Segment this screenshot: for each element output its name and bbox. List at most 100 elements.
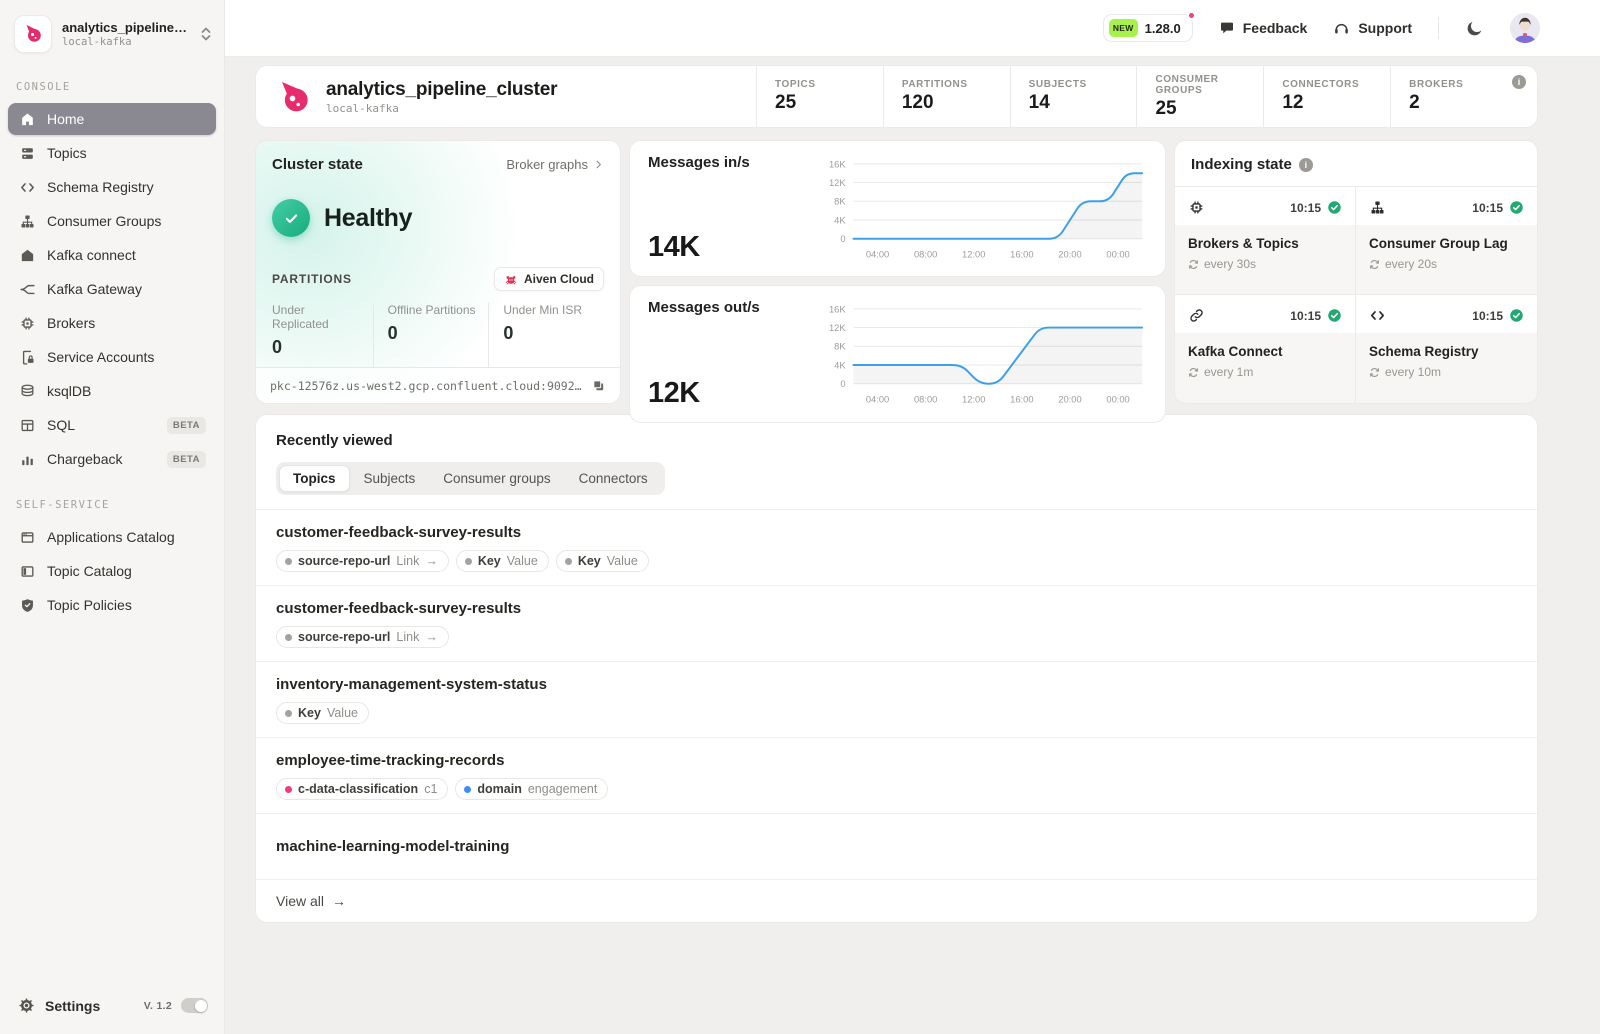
sidebar-item-topic-catalog[interactable]: Topic Catalog bbox=[8, 555, 216, 587]
beta-badge: BETA bbox=[166, 416, 206, 434]
bootstrap-url[interactable]: pkc-12576z.us-west2.gcp.confluent.cloud:… bbox=[270, 378, 583, 393]
messages-in-plot: 16K 12K 8K 4K 0 04:00 08:00 12:00 16:00 20:00 00:0… bbox=[820, 154, 1151, 268]
svg-text:08:00: 08:00 bbox=[914, 249, 937, 259]
stat-offline-partitions: Offline Partitions 0 bbox=[372, 303, 489, 367]
beta-badge: BETA bbox=[166, 450, 206, 468]
chip-icon bbox=[18, 314, 36, 332]
svg-text:16:00: 16:00 bbox=[1010, 249, 1033, 259]
status-ok-icon bbox=[1328, 309, 1341, 322]
tag-badge[interactable]: source-repo-url Link → bbox=[276, 550, 449, 572]
messages-out-chart-card: Messages out/s 12K 16K 12K 8K 4K 0 04:00 08:00… bbox=[629, 285, 1166, 423]
topic-row[interactable]: employee-time-tracking-records c-data-cl… bbox=[256, 737, 1537, 813]
topic-row[interactable]: customer-feedback-survey-results source-… bbox=[256, 509, 1537, 585]
workspace-env: local-kafka bbox=[62, 36, 132, 48]
sitemap-icon bbox=[1369, 199, 1386, 216]
new-badge: NEW bbox=[1108, 19, 1138, 37]
refresh-icon bbox=[1189, 367, 1198, 377]
view-all-link[interactable]: View all → bbox=[256, 879, 1537, 922]
stat-connectors: CONNECTORS 12 bbox=[1263, 66, 1390, 127]
refresh-icon bbox=[1370, 259, 1379, 269]
cluster-logo bbox=[282, 81, 308, 111]
topic-row[interactable]: customer-feedback-survey-results source-… bbox=[256, 585, 1537, 661]
chart-title: Messages out/s bbox=[648, 299, 760, 317]
support-button[interactable]: Support bbox=[1333, 20, 1412, 37]
sidebar-item-chargeback[interactable]: Chargeback BETA bbox=[8, 443, 216, 475]
arrow-right-icon: → bbox=[425, 630, 438, 644]
browser-window-icon bbox=[18, 528, 36, 546]
moon-icon bbox=[1467, 21, 1482, 35]
chip-icon bbox=[1188, 199, 1205, 216]
stat-partitions: PARTITIONS 120 bbox=[882, 66, 1010, 127]
bar-chart-icon bbox=[18, 450, 36, 468]
theme-toggle[interactable] bbox=[181, 998, 208, 1013]
sidebar-item-service-accounts[interactable]: Service Accounts bbox=[8, 341, 216, 373]
svg-text:0: 0 bbox=[840, 234, 845, 244]
database-icon bbox=[18, 382, 36, 400]
svg-text:4K: 4K bbox=[834, 361, 846, 371]
info-icon[interactable]: i bbox=[1512, 75, 1526, 89]
sidebar-item-consumer-groups[interactable]: Consumer Groups bbox=[8, 205, 216, 237]
svg-text:0: 0 bbox=[840, 379, 845, 389]
version-pill[interactable]: NEW 1.28.0 bbox=[1102, 11, 1196, 42]
sidebar-item-topics[interactable]: Topics bbox=[8, 137, 216, 169]
sidebar-item-brokers[interactable]: Brokers bbox=[8, 307, 216, 339]
sidebar-item-sql[interactable]: SQL BETA bbox=[8, 409, 216, 441]
workspace-switcher[interactable]: analytics_pipeline_cl… local-kafka bbox=[0, 0, 224, 67]
tab-connectors[interactable]: Connectors bbox=[578, 471, 648, 486]
svg-text:8K: 8K bbox=[834, 197, 846, 207]
document-lock-icon bbox=[18, 348, 36, 366]
sidebar-item-home[interactable]: Home bbox=[8, 103, 216, 135]
charts-column: Messages in/s 14K 16K 12K 8K 4K 0 04:00 08:00 1… bbox=[629, 140, 1166, 423]
topic-row[interactable]: inventory-management-system-status Key Va… bbox=[256, 661, 1537, 737]
tag-badge: c-data-classification c1 bbox=[276, 778, 449, 800]
tag-badge: Key Value bbox=[455, 550, 549, 572]
aiven-cloud-badge: Aiven Cloud bbox=[493, 267, 604, 291]
notification-dot bbox=[1186, 11, 1196, 20]
sidebar-item-kafka-connect[interactable]: Kafka connect bbox=[8, 239, 216, 271]
avatar[interactable] bbox=[1510, 13, 1540, 43]
feedback-button[interactable]: Feedback bbox=[1219, 20, 1307, 36]
svg-text:00:00: 00:00 bbox=[1106, 249, 1129, 259]
content: analytics_pipeline_cluster local-kafka T… bbox=[225, 57, 1600, 1034]
cluster-header-card: analytics_pipeline_cluster local-kafka T… bbox=[255, 65, 1538, 128]
sidebar-item-topic-policies[interactable]: Topic Policies bbox=[8, 589, 216, 621]
sidebar-item-kafka-gateway[interactable]: Kafka Gateway bbox=[8, 273, 216, 305]
topbar-divider bbox=[1438, 17, 1439, 39]
version-label: V. 1.2 bbox=[143, 999, 172, 1012]
info-icon[interactable]: i bbox=[1298, 157, 1313, 172]
bootstrap-url-bar: pkc-12576z.us-west2.gcp.confluent.cloud:… bbox=[256, 367, 620, 403]
status-ok-icon bbox=[1510, 201, 1523, 214]
stat-topics: TOPICS 25 bbox=[756, 66, 883, 127]
section-label-console: CONSOLE bbox=[16, 81, 71, 93]
headphones-icon bbox=[1335, 23, 1349, 33]
dark-mode-toggle[interactable] bbox=[1465, 19, 1484, 38]
svg-text:04:00: 04:00 bbox=[866, 249, 889, 259]
stat-subjects: SUBJECTS 14 bbox=[1009, 66, 1137, 127]
recently-viewed-card: Recently viewed Topics Subjects Consumer… bbox=[255, 414, 1538, 923]
home-icon bbox=[18, 110, 36, 128]
svg-text:8K: 8K bbox=[834, 342, 846, 352]
tab-subjects[interactable]: Subjects bbox=[363, 471, 416, 486]
copy-icon[interactable] bbox=[591, 378, 606, 393]
tab-topics[interactable]: Topics bbox=[279, 465, 350, 492]
chart-current-value: 12K bbox=[648, 376, 700, 409]
topic-row[interactable]: machine-learning-model-training bbox=[256, 813, 1537, 879]
split-window-icon bbox=[18, 562, 36, 580]
svg-text:16:00: 16:00 bbox=[1010, 395, 1033, 405]
sidebar-item-schema-registry[interactable]: Schema Registry bbox=[8, 171, 216, 203]
tag-badge[interactable]: source-repo-url Link → bbox=[276, 626, 449, 648]
section-label-self-service: SELF-SERVICE bbox=[16, 499, 110, 511]
sidebar-item-ksqldb[interactable]: ksqlDB bbox=[8, 375, 216, 407]
settings-label[interactable]: Settings bbox=[45, 997, 101, 1014]
stat-under-min-isr: Under Min ISR 0 bbox=[488, 303, 604, 367]
refresh-icon bbox=[1370, 367, 1379, 377]
conduktor-logo bbox=[14, 15, 52, 53]
kafka-connect-icon bbox=[18, 246, 36, 264]
tag-dot bbox=[285, 709, 292, 717]
broker-graphs-link[interactable]: Broker graphs bbox=[506, 157, 604, 172]
cluster-env: local-kafka bbox=[326, 101, 399, 115]
tag-dot bbox=[564, 557, 572, 565]
indexing-state-title: Indexing state bbox=[1191, 156, 1292, 173]
sidebar-item-applications-catalog[interactable]: Applications Catalog bbox=[8, 521, 216, 553]
tab-consumer-groups[interactable]: Consumer groups bbox=[443, 471, 551, 486]
